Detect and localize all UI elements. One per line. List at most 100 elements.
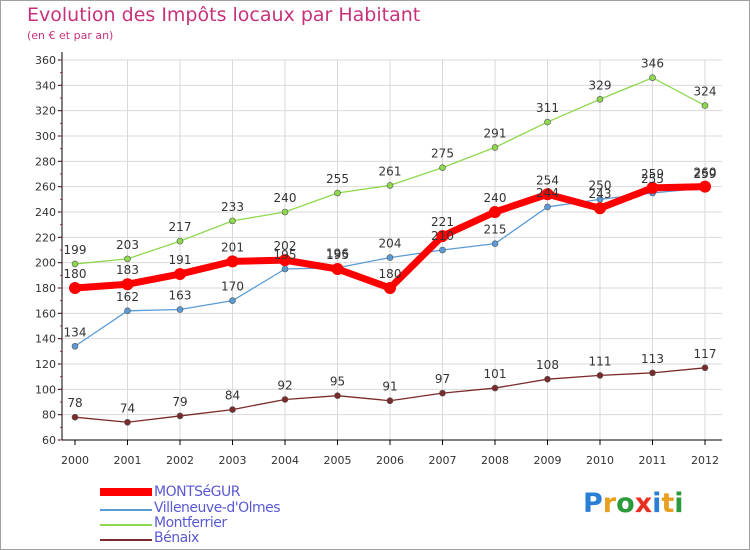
data-label-monts-gur: 195 <box>326 248 349 262</box>
data-label-villeneuve-d-olmes: 250 <box>589 178 612 192</box>
data-label-monts-gur: 191 <box>169 253 192 267</box>
data-point-montferrier <box>71 260 79 268</box>
data-label-monts-gur: 254 <box>536 173 559 187</box>
data-label-monts-gur: 260 <box>694 166 717 180</box>
data-label-b-naix: 78 <box>67 396 82 410</box>
legend-label: Bénaix <box>154 530 199 546</box>
data-point-monts-gur <box>279 254 291 267</box>
y-tick-label: 340 <box>35 79 56 92</box>
data-point-b-naix <box>229 406 236 413</box>
x-tick-label: 2000 <box>61 454 89 467</box>
data-label-montferrier: 311 <box>536 101 559 115</box>
data-label-montferrier: 261 <box>379 164 402 178</box>
data-point-b-naix <box>124 418 131 426</box>
x-tick-label: 2008 <box>481 454 509 467</box>
data-label-monts-gur: 202 <box>274 239 297 253</box>
data-point-villeneuve-d-olmes <box>124 307 131 315</box>
data-label-montferrier: 346 <box>641 57 664 71</box>
data-point-montferrier <box>334 189 341 197</box>
data-point-villeneuve-d-olmes <box>439 246 446 254</box>
data-point-b-naix <box>544 375 551 383</box>
data-label-villeneuve-d-olmes: 210 <box>431 229 454 243</box>
data-point-montferrier <box>701 102 709 109</box>
y-tick-label: 160 <box>35 307 56 320</box>
data-label-montferrier: 329 <box>589 78 612 92</box>
data-label-villeneuve-d-olmes: 134 <box>64 325 87 339</box>
data-point-b-naix <box>491 384 499 392</box>
y-tick-label: 300 <box>35 130 56 143</box>
logo-letter: t <box>661 488 675 519</box>
y-tick-label: 280 <box>35 155 56 168</box>
data-label-villeneuve-d-olmes: 163 <box>169 289 192 303</box>
data-point-monts-gur <box>174 268 186 281</box>
y-tick-label: 180 <box>35 282 56 295</box>
data-point-villeneuve-d-olmes <box>71 342 79 350</box>
x-tick-label: 2012 <box>691 454 719 467</box>
data-point-montferrier <box>176 237 184 245</box>
data-point-monts-gur <box>436 230 449 243</box>
y-tick-label: 240 <box>35 206 56 219</box>
y-tick-label: 360 <box>35 54 56 67</box>
y-tick-label: 200 <box>35 257 56 270</box>
y-tick-label: 220 <box>35 231 56 244</box>
logo-letter: i <box>652 488 662 519</box>
data-point-montferrier <box>281 208 289 216</box>
x-tick-label: 2001 <box>114 454 142 467</box>
data-label-monts-gur: 180 <box>379 267 402 281</box>
data-point-montferrier <box>124 255 131 263</box>
data-point-monts-gur <box>226 255 239 268</box>
proxiti-logo: Proxiti <box>583 488 684 519</box>
data-label-monts-gur: 183 <box>116 263 139 277</box>
data-label-montferrier: 233 <box>221 200 244 214</box>
y-tick-label: 80 <box>42 409 56 422</box>
legend-label: Montferrier <box>154 515 227 531</box>
data-label-b-naix: 79 <box>172 395 187 409</box>
data-label-montferrier: 324 <box>694 85 717 99</box>
data-point-villeneuve-d-olmes <box>281 265 289 273</box>
data-point-b-naix <box>649 369 656 377</box>
data-label-b-naix: 111 <box>589 354 612 368</box>
data-point-b-naix <box>176 412 184 420</box>
chart-title: Evolution des Impôts locaux par Habitant <box>27 4 421 26</box>
data-label-villeneuve-d-olmes: 255 <box>641 172 664 186</box>
data-point-monts-gur <box>331 263 344 275</box>
data-label-montferrier: 203 <box>116 238 139 252</box>
legend-label: Villeneuve-d'Olmes <box>154 500 281 516</box>
data-label-monts-gur: 243 <box>589 187 612 201</box>
data-point-monts-gur <box>384 282 396 294</box>
data-point-villeneuve-d-olmes <box>176 306 184 313</box>
axes: 60 80 100 120 140 160 180 200 220 240 260 280 300 320… <box>35 52 722 467</box>
data-label-villeneuve-d-olmes: 259 <box>694 167 717 181</box>
data-label-montferrier: 217 <box>169 220 192 234</box>
data-point-montferrier <box>229 217 236 225</box>
x-tick-label: 2010 <box>586 454 614 467</box>
data-label-b-naix: 101 <box>484 367 507 381</box>
logo-letter: P <box>583 488 603 519</box>
data-label-villeneuve-d-olmes: 196 <box>326 247 349 261</box>
x-tick-label: 2005 <box>324 454 352 467</box>
legend-swatch <box>100 509 152 511</box>
x-tick-label: 2006 <box>376 454 404 467</box>
data-label-monts-gur: 201 <box>221 240 244 254</box>
data-label-villeneuve-d-olmes: 195 <box>274 248 297 262</box>
data-label-b-naix: 84 <box>225 389 240 403</box>
legend-swatch <box>100 539 152 541</box>
logo-letter: i <box>674 488 684 519</box>
data-label-b-naix: 95 <box>330 375 345 389</box>
y-tick-label: 60 <box>42 434 56 447</box>
data-point-b-naix <box>596 372 604 379</box>
data-label-montferrier: 199 <box>64 243 87 257</box>
data-label-villeneuve-d-olmes: 204 <box>379 237 402 251</box>
x-tick-label: 2007 <box>429 454 457 467</box>
data-point-montferrier <box>386 182 394 189</box>
y-tick-label: 320 <box>35 105 56 118</box>
data-point-monts-gur <box>489 206 501 218</box>
y-tick-label: 120 <box>35 358 56 371</box>
data-point-monts-gur <box>594 202 606 215</box>
data-label-villeneuve-d-olmes: 244 <box>536 186 559 200</box>
data-label-montferrier: 255 <box>326 172 349 186</box>
data-label-b-naix: 113 <box>641 352 664 366</box>
data-point-villeneuve-d-olmes <box>491 240 499 247</box>
logo-letter: x <box>634 488 653 519</box>
